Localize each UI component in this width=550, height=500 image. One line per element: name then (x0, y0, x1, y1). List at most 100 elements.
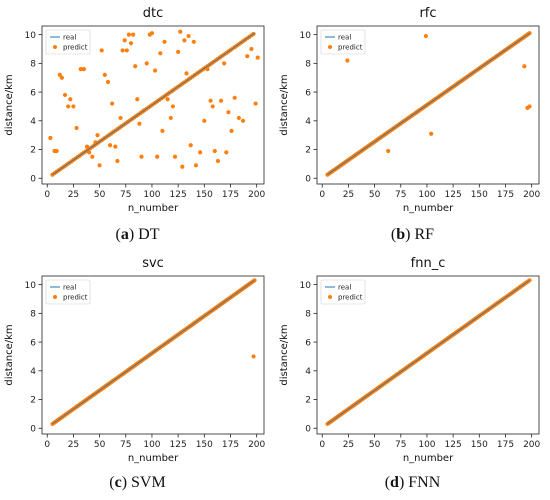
x-tick-label: 175 (497, 190, 514, 200)
predict-point-outlier (74, 125, 79, 131)
predict-point-outlier (172, 154, 178, 159)
x-tick-label: 150 (471, 440, 488, 450)
predict-point-outlier (240, 118, 246, 123)
predict-point-outlier (59, 75, 64, 80)
predict-point-outlier (224, 150, 229, 155)
predict-point-outlier (182, 38, 187, 43)
x-tick-label: 75 (120, 190, 131, 200)
y-tick-label: 10 (300, 31, 312, 41)
y-tick-label: 8 (30, 310, 36, 320)
chart-svg-fnn: fnn_c 0 25 50 75 100 125 150 175 200 0 2 4 6 8 10 n_numb… (279, 256, 541, 464)
predict-point-outlier (226, 110, 231, 115)
predict-point-outlier (210, 104, 215, 109)
legend-predict-label: predict (338, 293, 363, 301)
x-axis-label: n_number (403, 203, 454, 214)
predict-point-outlier (229, 128, 234, 133)
predict-point-outlier (152, 68, 158, 73)
predict-point-outlier (118, 115, 123, 121)
predict-point-outlier (66, 104, 71, 109)
chart-caption-svm: (c) SVM (109, 474, 166, 491)
x-tick-label: 0 (44, 190, 50, 200)
predict-point-outlier (236, 115, 241, 121)
predict-point-outlier (122, 38, 127, 43)
y-tick-label: 4 (30, 367, 36, 377)
x-tick-label: 125 (445, 190, 462, 200)
x-tick-label: 100 (143, 440, 160, 450)
predict-point-outlier (135, 97, 140, 102)
y-tick-label: 6 (30, 88, 36, 98)
predict-point-outlier (245, 54, 250, 59)
x-tick-label: 100 (418, 190, 435, 200)
caption-letter: d (390, 474, 399, 491)
chart-panel-fnn: fnn_c 0 25 50 75 100 125 150 175 200 0 2 4 6 8 10 n_numb… (275, 250, 550, 500)
predict-point-outlier (232, 95, 237, 100)
chart-title: fnn_c (411, 256, 446, 271)
predict-point-outlier (423, 33, 429, 39)
legend-predict-swatch (53, 45, 57, 49)
legend-box (45, 29, 91, 55)
predict-point-outlier (193, 163, 199, 168)
x-tick-label: 50 (369, 190, 381, 200)
plot-frame (316, 25, 540, 185)
predict-point-outlier (215, 158, 221, 164)
x-tick-label: 125 (170, 440, 187, 450)
predict-point-outlier (188, 143, 193, 148)
x-tick-label: 125 (445, 440, 462, 450)
y-axis-label: distance/km (279, 74, 290, 135)
x-tick-label: 25 (343, 440, 354, 450)
y-tick-label: 0 (305, 424, 311, 434)
predict-point-outlier (71, 104, 76, 109)
predict-point-outlier (198, 150, 203, 155)
y-axis-label: distance/km (4, 324, 15, 385)
predict-point-outlier (202, 118, 207, 123)
predict-point-outlier (133, 64, 138, 69)
caption-letter: a (120, 226, 129, 243)
predict-point-outlier (128, 41, 134, 46)
y-tick-label: 6 (305, 88, 311, 98)
predict-point-outlier (124, 48, 129, 53)
legend-real-label: real (338, 283, 351, 291)
predict-point-outlier (186, 33, 191, 39)
predict-point-outlier (178, 29, 183, 34)
y-tick-label: 0 (30, 424, 36, 434)
predict-point-outlier (90, 154, 95, 159)
y-tick-label: 2 (305, 396, 311, 406)
chart-title: rfc (419, 6, 436, 21)
y-tick-label: 10 (25, 31, 37, 41)
x-tick-label: 150 (196, 440, 213, 450)
plot-frame (41, 275, 265, 435)
predict-point-outlier (97, 163, 102, 168)
y-tick-label: 0 (30, 174, 36, 184)
x-tick-label: 25 (68, 440, 79, 450)
x-axis-label: n_number (128, 453, 179, 464)
predict-point-outlier (176, 49, 181, 54)
predict-point-outlier (180, 164, 185, 169)
predict-point-outlier (81, 66, 86, 72)
predict-point-outlier (158, 51, 163, 56)
y-tick-label: 2 (30, 146, 36, 156)
y-tick-label: 0 (305, 174, 311, 184)
chart-caption-dt: (a) DT (115, 226, 160, 243)
predict-point-outlier (205, 66, 210, 72)
x-tick-label: 175 (497, 440, 514, 450)
x-tick-label: 50 (369, 440, 381, 450)
x-axis-label: n_number (403, 453, 454, 464)
x-tick-label: 175 (222, 440, 239, 450)
y-tick-label: 6 (305, 338, 311, 348)
legend-box (320, 279, 366, 305)
y-tick-label: 10 (300, 281, 312, 291)
predict-point-outlier (218, 98, 224, 103)
legend-box (45, 279, 91, 305)
predict-point-outlier (345, 58, 350, 63)
x-tick-label: 150 (471, 190, 488, 200)
predict-point-outlier (149, 31, 155, 36)
real-series-line (52, 32, 255, 176)
legend-real-label: real (63, 33, 76, 41)
y-tick-label: 2 (30, 396, 36, 406)
x-tick-label: 75 (395, 440, 406, 450)
real-series-line (52, 279, 255, 425)
predict-point-outlier (155, 154, 160, 159)
chart-panel-svm: svc 0 25 50 75 100 125 150 175 200 0 2 4 6 8 10 n_number… (0, 250, 275, 500)
predict-point-outlier (87, 150, 92, 155)
predict-point-outlier (57, 72, 62, 77)
